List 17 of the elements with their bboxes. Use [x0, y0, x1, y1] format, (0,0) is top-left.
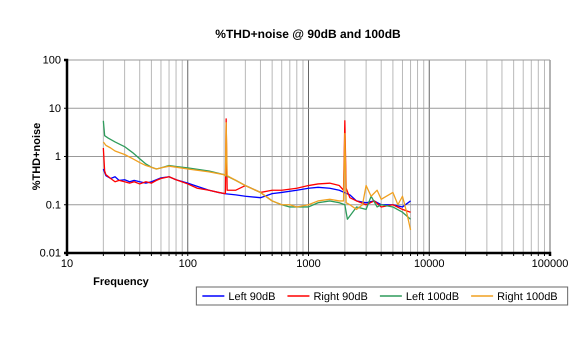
legend-label: Right 100dB: [497, 291, 558, 303]
x-tick-label: 10: [60, 258, 74, 270]
chart-title: %THD+noise @ 90dB and 100dB: [215, 27, 402, 41]
x-axis-title: Frequency: [93, 276, 150, 288]
y-tick-label: 1: [54, 151, 61, 164]
y-tick-label: 100: [42, 54, 61, 67]
legend-label: Left 90dB: [228, 291, 276, 303]
y-tick-label: 10: [48, 102, 61, 115]
legend-label: Right 90dB: [313, 291, 368, 303]
y-axis-title: %THD+noise: [31, 122, 43, 190]
x-tick-label: 100: [178, 258, 197, 270]
x-tick-label: 10000: [414, 258, 445, 270]
legend-label: Left 100dB: [406, 291, 460, 303]
y-tick-label: 0.1: [46, 199, 61, 212]
x-tick-label: 100000: [532, 258, 568, 270]
x-tick-label: 1000: [296, 258, 321, 270]
y-tick-label: 0.01: [40, 248, 61, 260]
